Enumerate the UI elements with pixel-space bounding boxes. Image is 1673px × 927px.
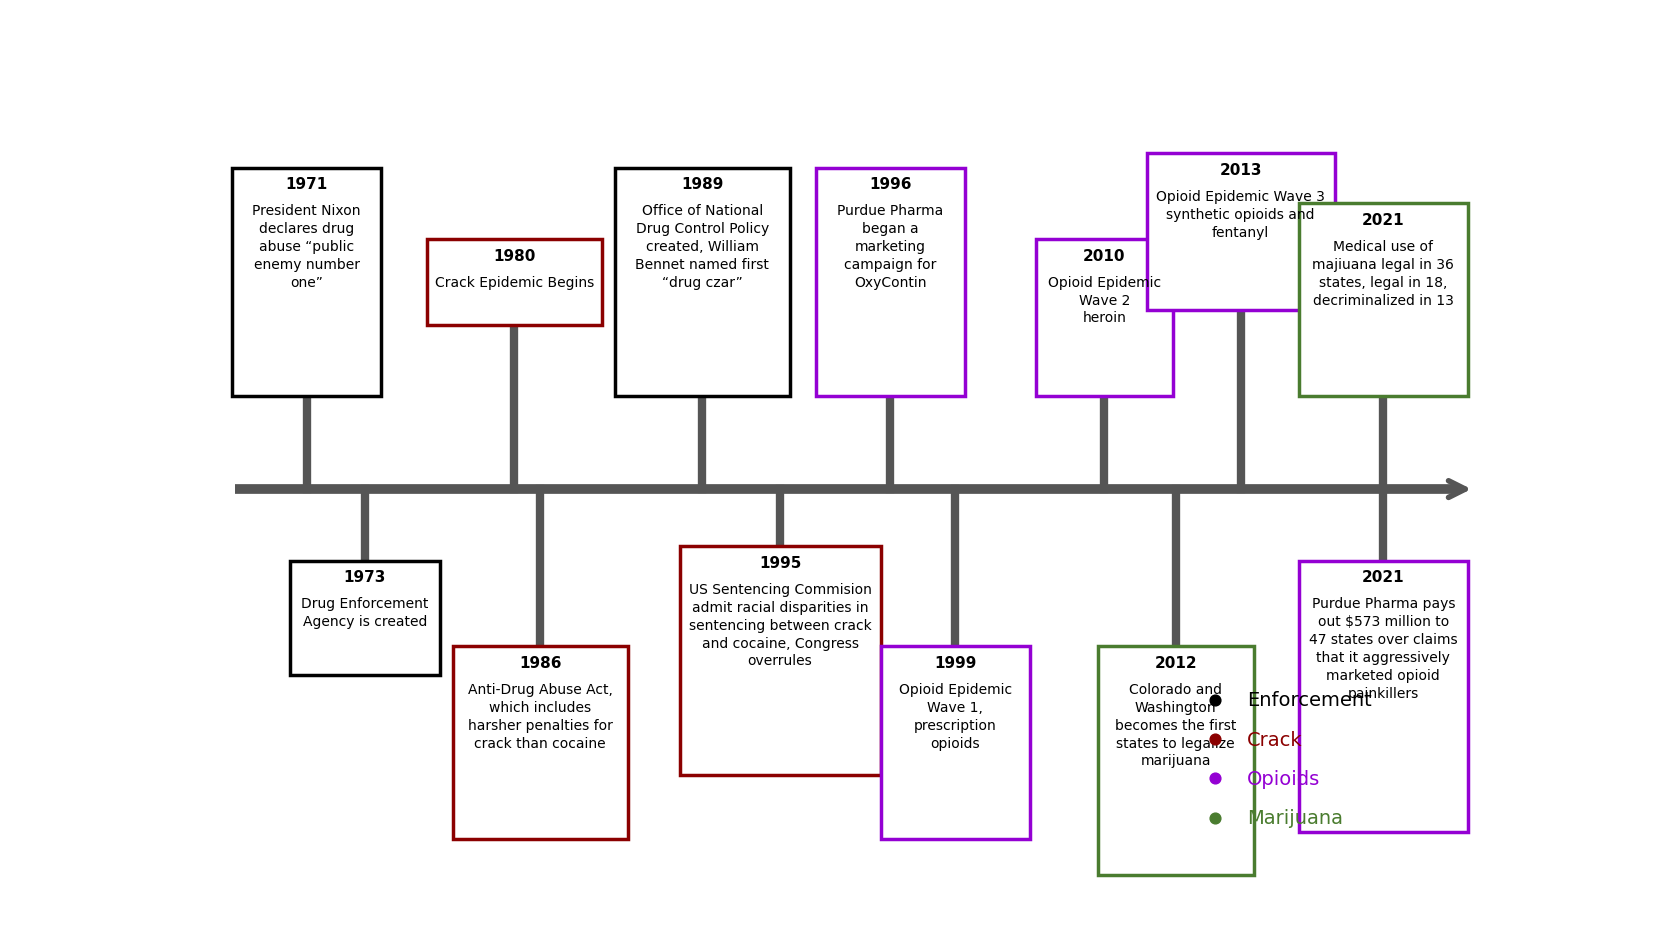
- Text: 1980: 1980: [492, 248, 535, 263]
- Text: Opioid Epidemic
Wave 2
heroin: Opioid Epidemic Wave 2 heroin: [1047, 275, 1161, 325]
- FancyBboxPatch shape: [614, 169, 790, 397]
- Text: Purdue Pharma
began a
marketing
campaign for
OxyContin: Purdue Pharma began a marketing campaign…: [836, 204, 944, 289]
- Point: [1201, 810, 1228, 825]
- FancyBboxPatch shape: [289, 561, 440, 675]
- Text: Opioid Epidemic
Wave 1,
prescription
opioids: Opioid Epidemic Wave 1, prescription opi…: [898, 682, 1010, 750]
- Text: Purdue Pharma pays
out $573 million to
47 states over claims
that it aggressivel: Purdue Pharma pays out $573 million to 4…: [1308, 597, 1457, 700]
- Text: 2013: 2013: [1218, 162, 1261, 178]
- FancyBboxPatch shape: [452, 647, 627, 839]
- Point: [1201, 732, 1228, 747]
- Text: President Nixon
declares drug
abuse “public
enemy number
one”: President Nixon declares drug abuse “pub…: [253, 204, 361, 289]
- Text: Enforcement: Enforcement: [1246, 691, 1372, 709]
- Text: Marijuana: Marijuana: [1246, 808, 1342, 828]
- Point: [1201, 692, 1228, 707]
- FancyBboxPatch shape: [679, 547, 880, 775]
- Text: 1989: 1989: [681, 177, 723, 192]
- Text: Colorado and
Washington
becomes the first
states to legalize
marijuana: Colorado and Washington becomes the firs…: [1114, 682, 1236, 768]
- Text: Anti-Drug Abuse Act,
which includes
harsher penalties for
crack than cocaine: Anti-Drug Abuse Act, which includes hars…: [467, 682, 612, 750]
- Text: 2012: 2012: [1154, 655, 1196, 670]
- FancyBboxPatch shape: [1097, 647, 1253, 875]
- Text: 1999: 1999: [934, 655, 975, 670]
- Text: Crack Epidemic Begins: Crack Epidemic Begins: [435, 275, 594, 289]
- Text: US Sentencing Commision
admit racial disparities in
sentencing between crack
and: US Sentencing Commision admit racial dis…: [688, 582, 872, 667]
- Text: Crack: Crack: [1246, 730, 1302, 749]
- Text: 2021: 2021: [1362, 212, 1404, 228]
- Text: Office of National
Drug Control Policy
created, William
Bennet named first
“drug: Office of National Drug Control Policy c…: [636, 204, 768, 289]
- Text: 1995: 1995: [758, 555, 801, 570]
- Text: Drug Enforcement
Agency is created: Drug Enforcement Agency is created: [301, 597, 428, 629]
- Text: 1971: 1971: [286, 177, 328, 192]
- FancyBboxPatch shape: [1146, 154, 1333, 311]
- Text: Opioids: Opioids: [1246, 769, 1320, 788]
- Text: Opioid Epidemic Wave 3
synthetic opioids and
fentanyl: Opioid Epidemic Wave 3 synthetic opioids…: [1156, 190, 1325, 239]
- FancyBboxPatch shape: [815, 169, 964, 397]
- Text: 2021: 2021: [1362, 569, 1404, 585]
- Text: 1973: 1973: [343, 569, 386, 585]
- Point: [1201, 771, 1228, 786]
- FancyBboxPatch shape: [233, 169, 381, 397]
- Text: Medical use of
majiuana legal in 36
states, legal in 18,
decriminalized in 13: Medical use of majiuana legal in 36 stat…: [1312, 240, 1454, 307]
- FancyBboxPatch shape: [1298, 204, 1467, 397]
- FancyBboxPatch shape: [1298, 561, 1467, 832]
- Text: 2010: 2010: [1082, 248, 1124, 263]
- FancyBboxPatch shape: [427, 240, 601, 325]
- Text: 1986: 1986: [519, 655, 560, 670]
- FancyBboxPatch shape: [880, 647, 1029, 839]
- Text: 1996: 1996: [868, 177, 912, 192]
- FancyBboxPatch shape: [1036, 240, 1171, 397]
